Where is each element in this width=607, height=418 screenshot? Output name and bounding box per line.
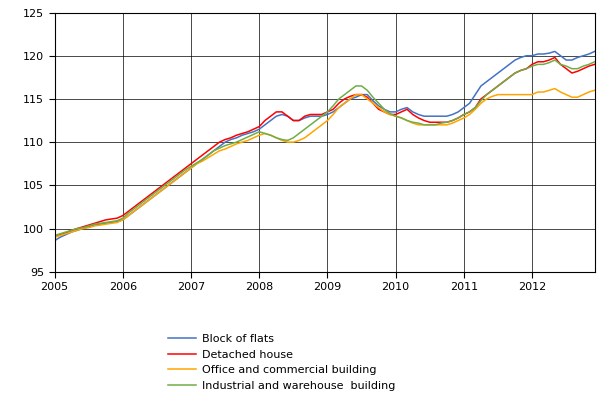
Office and commercial building — [591, 88, 599, 93]
Office and commercial building — [546, 88, 553, 93]
Office and commercial building — [125, 213, 132, 218]
Industrial and warehouse  building — [551, 58, 558, 63]
Industrial and warehouse  building — [546, 60, 553, 65]
Block of flats — [546, 51, 553, 56]
Detached house — [205, 148, 212, 153]
Industrial and warehouse  building — [591, 59, 599, 64]
Industrial and warehouse  building — [51, 233, 58, 238]
Line: Industrial and warehouse  building: Industrial and warehouse building — [55, 60, 595, 235]
Detached house — [51, 234, 58, 240]
Block of flats — [324, 112, 331, 117]
Office and commercial building — [205, 155, 212, 160]
Detached house — [125, 209, 132, 214]
Legend: Block of flats, Detached house, Office and commercial building, Industrial and w: Block of flats, Detached house, Office a… — [168, 334, 395, 391]
Office and commercial building — [284, 140, 291, 145]
Block of flats — [591, 49, 599, 54]
Office and commercial building — [341, 101, 348, 106]
Detached house — [551, 55, 558, 60]
Block of flats — [125, 213, 132, 218]
Industrial and warehouse  building — [205, 153, 212, 158]
Industrial and warehouse  building — [324, 110, 331, 115]
Block of flats — [205, 153, 212, 158]
Office and commercial building — [51, 234, 58, 240]
Detached house — [324, 110, 331, 115]
Block of flats — [341, 101, 348, 106]
Line: Block of flats: Block of flats — [55, 51, 595, 241]
Line: Office and commercial building: Office and commercial building — [55, 89, 595, 237]
Block of flats — [551, 49, 558, 54]
Office and commercial building — [324, 118, 331, 123]
Industrial and warehouse  building — [125, 210, 132, 215]
Detached house — [284, 114, 291, 119]
Industrial and warehouse  building — [341, 92, 348, 97]
Office and commercial building — [551, 86, 558, 91]
Detached house — [341, 97, 348, 102]
Detached house — [546, 58, 553, 63]
Line: Detached house: Detached house — [55, 57, 595, 237]
Block of flats — [51, 238, 58, 243]
Detached house — [591, 62, 599, 67]
Industrial and warehouse  building — [284, 138, 291, 143]
Block of flats — [284, 114, 291, 119]
